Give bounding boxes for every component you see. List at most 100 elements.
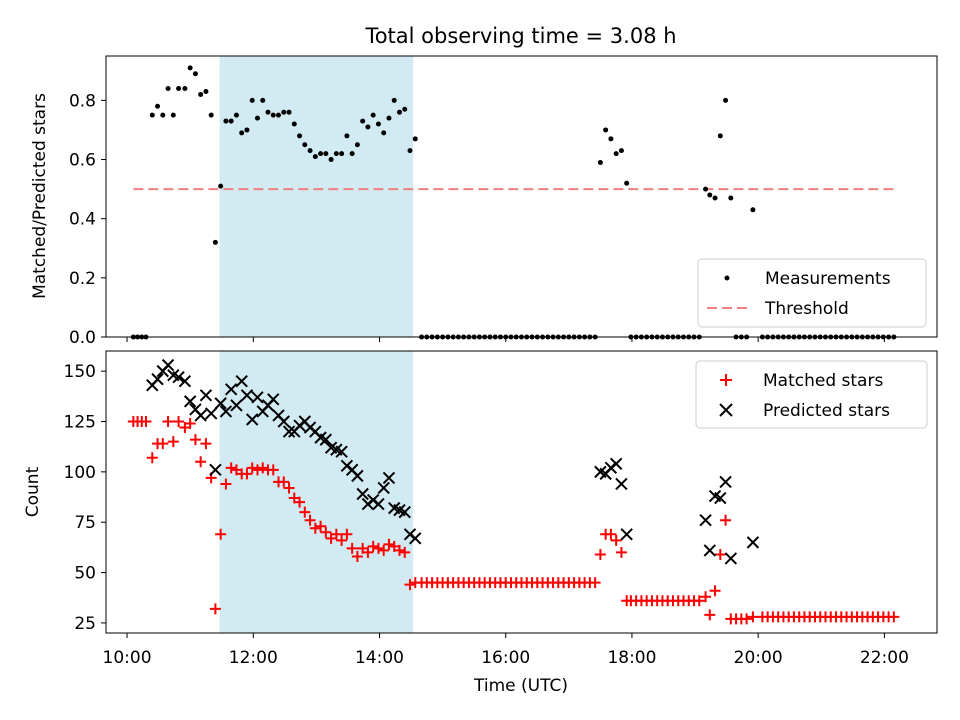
- measurement-point: [228, 118, 234, 124]
- top-y-tick-label: 0.6: [69, 151, 96, 171]
- top-y-axis-label: Matched/Predicted stars: [30, 93, 50, 299]
- matched-stars-point: [741, 613, 753, 625]
- predicted-stars-point: [178, 375, 192, 388]
- bottom-y-tick-label: 75: [74, 513, 96, 533]
- bottom-panel: 10:00 12:00 14:00 16:00 18:00 20:00 22:00 25 50…: [23, 350, 938, 696]
- predicted-stars-point: [703, 544, 716, 557]
- matched-stars-point: [241, 468, 253, 480]
- measurement-point: [176, 86, 182, 92]
- legend-predicted-marker: [719, 403, 733, 417]
- matched-stars-point: [220, 478, 232, 490]
- matched-stars-point: [278, 476, 290, 488]
- matched-stars-point: [378, 544, 390, 556]
- matched-stars-point: [246, 462, 258, 474]
- predicted-stars-point: [240, 389, 254, 402]
- matched-stars-point: [309, 522, 321, 534]
- matched-stars-point: [315, 520, 327, 532]
- measurement-point: [265, 109, 271, 115]
- bottom-y-ticks: 25 50 75 100 125 150: [64, 362, 106, 634]
- predicted-stars-point: [746, 536, 760, 549]
- measurement-point: [712, 195, 718, 201]
- matched-stars-point: [720, 514, 732, 526]
- predicted-stars-point: [214, 397, 227, 410]
- top-y-tick-label: 0.8: [69, 91, 96, 111]
- x-tick-label: 14:00: [355, 648, 404, 668]
- measurement-point: [239, 130, 245, 136]
- matched-stars-point: [700, 591, 712, 603]
- matched-stars-point: [714, 548, 726, 560]
- top-axes-frame: [105, 55, 938, 338]
- bottom-y-axis-label: Count: [23, 466, 43, 517]
- predicted-stars-point: [194, 409, 207, 422]
- measurement-point: [386, 115, 392, 121]
- measurement-point: [728, 195, 734, 201]
- measurement-point: [396, 109, 402, 115]
- x-tick-label: 22:00: [860, 648, 909, 668]
- top-y-ticks: 0.0 0.2 0.4 0.6 0.8: [69, 91, 106, 348]
- matched-stars-point: [294, 496, 306, 508]
- measurement-point: [608, 136, 614, 142]
- measurement-point: [233, 112, 239, 118]
- measurement-point: [291, 121, 297, 127]
- measurement-point: [723, 97, 729, 103]
- matched-stars-point: [162, 416, 174, 427]
- measurement-point: [381, 130, 387, 136]
- predicted-stars-point: [699, 513, 712, 527]
- matched-stars-point: [383, 538, 395, 550]
- matched-stars-point: [195, 456, 207, 468]
- measurement-point: [365, 124, 371, 130]
- measurement-point: [286, 109, 292, 115]
- measurement-point: [307, 148, 313, 154]
- matched-stars-point: [351, 550, 363, 562]
- measurement-point: [375, 121, 381, 127]
- measurement-point: [155, 103, 161, 109]
- bottom-y-tick-label: 125: [64, 413, 96, 433]
- matched-stars-point: [140, 416, 152, 427]
- bottom-y-tick-label: 25: [74, 614, 96, 634]
- measurement-point: [333, 151, 339, 157]
- predicted-stars-point: [372, 497, 385, 511]
- predicted-stars-point: [209, 463, 222, 477]
- measurement-point: [254, 115, 260, 121]
- measurement-point: [328, 157, 334, 163]
- predicted-stars-points: [146, 358, 760, 565]
- matched-stars-point: [304, 514, 316, 526]
- matched-stars-point: [283, 482, 295, 494]
- bottom-y-tick-label: 100: [64, 463, 96, 483]
- matched-stars-point: [693, 595, 705, 607]
- legend-measurements-label: Measurements: [765, 269, 891, 289]
- predicted-stars-point: [356, 487, 369, 501]
- predicted-stars-point: [351, 469, 364, 483]
- matched-stars-points: [127, 416, 900, 625]
- measurement-point: [717, 133, 723, 139]
- measurement-point: [597, 159, 603, 165]
- predicted-stars-point: [172, 370, 185, 384]
- bottom-x-ticks: 10:00 12:00 14:00 16:00 18:00 20:00 22:00: [103, 633, 909, 668]
- matched-stars-point: [610, 534, 622, 546]
- matched-stars-point: [215, 528, 227, 540]
- measurement-point: [302, 142, 308, 148]
- predicted-stars-point: [230, 399, 243, 412]
- predicted-stars-point: [609, 457, 623, 471]
- predicted-stars-point: [335, 445, 348, 458]
- measurement-point: [281, 109, 287, 115]
- matched-stars-point: [346, 542, 358, 554]
- matched-stars-point: [362, 546, 374, 558]
- measurement-point: [354, 142, 360, 148]
- legend-matched-label: Matched stars: [763, 371, 883, 391]
- measurement-point: [223, 118, 229, 124]
- measurement-point: [391, 97, 397, 103]
- legend-matched-marker: [720, 374, 732, 386]
- measurement-point: [276, 112, 282, 118]
- top-x-ticks: [126, 337, 885, 342]
- top-legend-box: [697, 258, 927, 328]
- predicted-stars-point: [246, 413, 259, 426]
- measurement-point: [750, 207, 756, 213]
- predicted-stars-point: [219, 405, 233, 418]
- measurement-point: [370, 112, 376, 118]
- bottom-axes-frame: [105, 350, 938, 634]
- matched-stars-point: [605, 528, 617, 540]
- measurement-point: [249, 97, 255, 103]
- bottom-legend: Matched stars Predicted stars: [695, 360, 928, 429]
